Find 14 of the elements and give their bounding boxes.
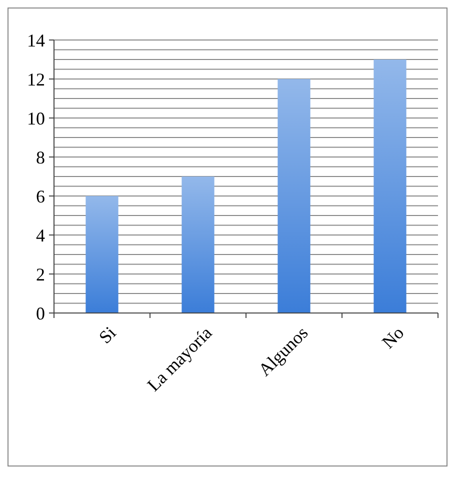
y-tick-label: 12 bbox=[27, 69, 45, 90]
y-tick-label: 0 bbox=[36, 303, 45, 324]
y-tick-label: 4 bbox=[36, 225, 45, 246]
bar bbox=[374, 60, 406, 313]
y-tick-label: 8 bbox=[36, 147, 45, 168]
y-tick-label: 14 bbox=[27, 30, 45, 50]
bar bbox=[86, 196, 118, 313]
x-tick-label: Si bbox=[94, 322, 120, 348]
y-tick-label: 10 bbox=[27, 108, 45, 128]
x-tick-label: No bbox=[378, 322, 408, 352]
bar bbox=[182, 176, 214, 313]
y-tick-label: 6 bbox=[36, 186, 45, 206]
y-tick-label: 2 bbox=[36, 264, 45, 284]
bar bbox=[278, 79, 310, 313]
